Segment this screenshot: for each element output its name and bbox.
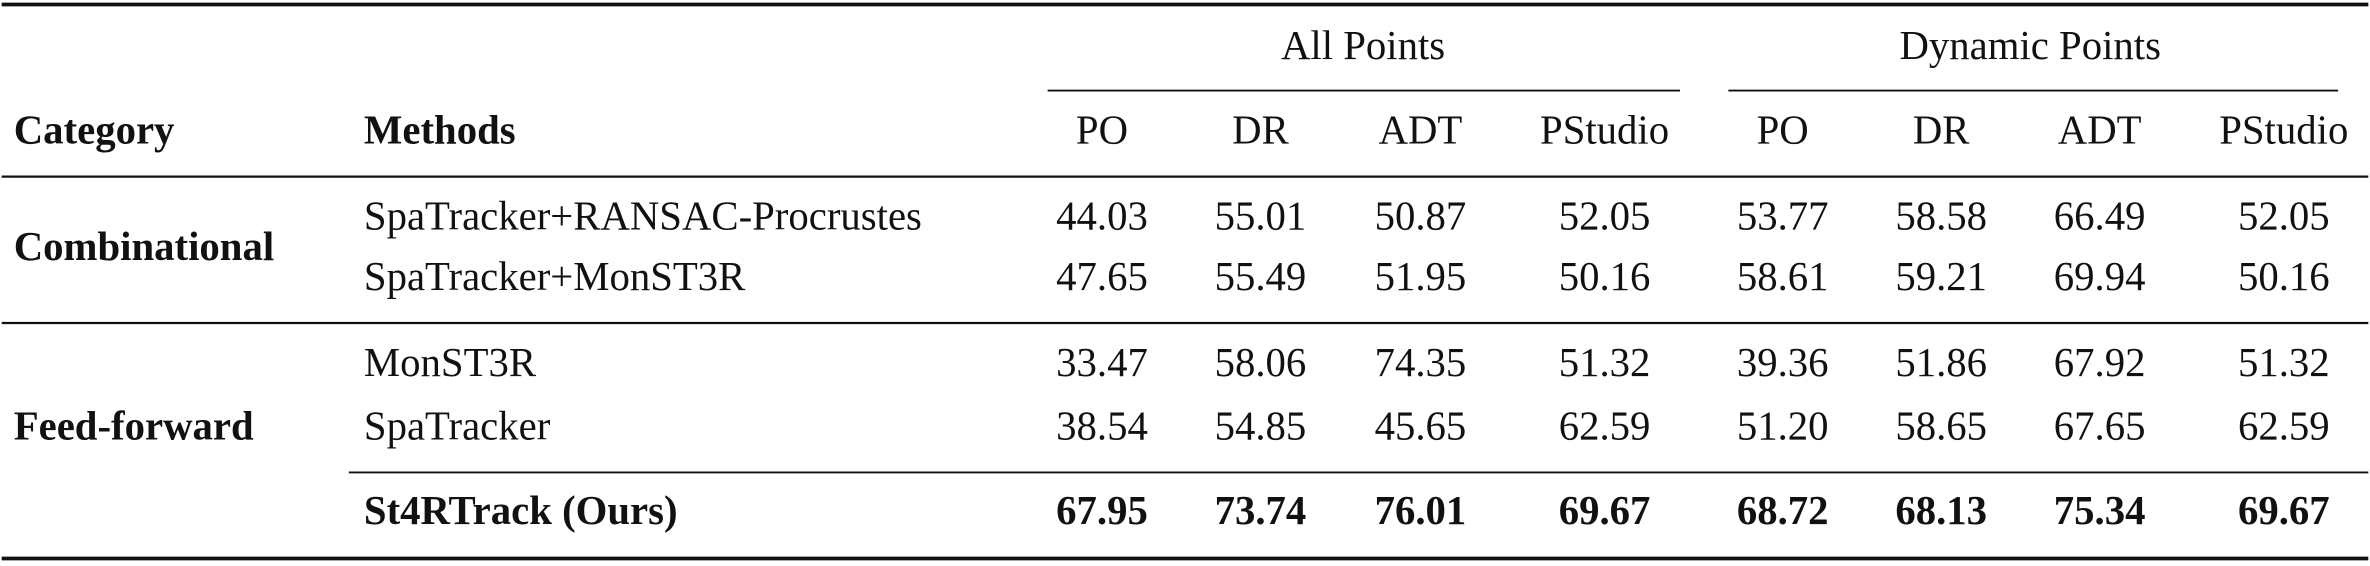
cell-value: 51.32 [2238,340,2330,385]
cell-value: 52.05 [2238,194,2330,239]
category-label: Feed-forward [14,404,254,449]
cell-value: 67.95 [1056,488,1148,533]
method-name: SpaTracker+RANSAC-Procrustes [364,194,922,239]
cell-value: 45.65 [1375,404,1467,449]
cell-value: 67.92 [2054,340,2146,385]
cell-value: 50.87 [1375,194,1467,239]
cell-value: 67.65 [2054,404,2146,449]
cell-value: 76.01 [1375,488,1467,533]
cell-value: 47.65 [1056,254,1148,299]
cell-value: 55.49 [1215,254,1307,299]
group-header: All Points [1281,23,1445,68]
cell-value: 44.03 [1056,194,1148,239]
column-header: PO [1076,108,1128,153]
cell-value: 50.16 [2238,254,2330,299]
column-header: ADT [1379,108,1463,153]
column-header: Category [14,108,175,153]
cell-value: 62.59 [1559,404,1651,449]
column-header: ADT [2058,108,2142,153]
column-header: PStudio [1540,108,1669,153]
cell-value: 62.59 [2238,404,2330,449]
cell-value: 53.77 [1737,194,1829,239]
cell-value: 59.21 [1895,254,1987,299]
cell-value: 68.13 [1895,488,1987,533]
cell-value: 74.35 [1375,340,1467,385]
cell-value: 58.06 [1215,340,1307,385]
cell-value: 55.01 [1215,194,1307,239]
method-name: SpaTracker+MonST3R [364,254,746,299]
column-header: DR [1232,108,1289,153]
cell-value: 39.36 [1737,340,1829,385]
cell-value: 38.54 [1056,404,1148,449]
cell-value: 33.47 [1056,340,1148,385]
cell-value: 58.61 [1737,254,1829,299]
cell-value: 50.16 [1559,254,1651,299]
cell-value: 54.85 [1215,404,1307,449]
cell-value: 51.32 [1559,340,1651,385]
column-header: PO [1757,108,1809,153]
column-header: Methods [364,108,516,153]
cell-value: 69.94 [2054,254,2146,299]
cell-value: 58.58 [1895,194,1987,239]
method-name: SpaTracker [364,404,551,449]
cell-value: 51.86 [1895,340,1987,385]
cell-value: 51.20 [1737,404,1829,449]
category-label: Combinational [14,224,274,269]
method-name: St4RTrack (Ours) [364,488,678,533]
cell-value: 51.95 [1375,254,1467,299]
cell-value: 52.05 [1559,194,1651,239]
cell-value: 68.72 [1737,488,1829,533]
cell-value: 66.49 [2054,194,2146,239]
cell-value: 69.67 [1559,488,1651,533]
column-header: PStudio [2219,108,2348,153]
method-name: MonST3R [364,340,537,385]
cell-value: 69.67 [2238,488,2330,533]
cell-value: 58.65 [1895,404,1987,449]
cell-value: 73.74 [1215,488,1307,533]
cell-value: 75.34 [2054,488,2146,533]
group-header: Dynamic Points [1899,23,2160,68]
column-header: DR [1913,108,1970,153]
